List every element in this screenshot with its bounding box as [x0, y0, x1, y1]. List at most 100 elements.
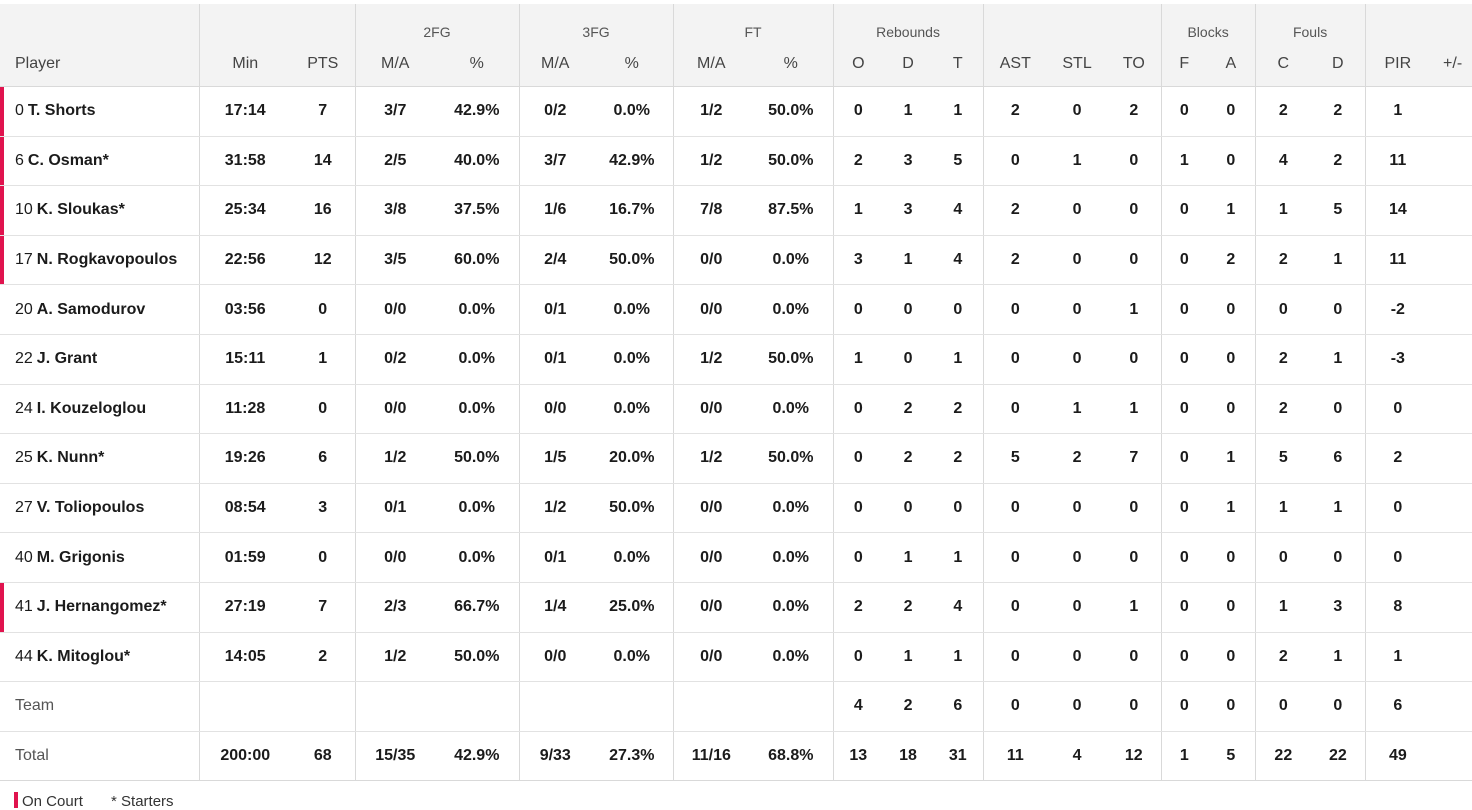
col-header-foul-d[interactable]: D	[1311, 42, 1366, 87]
header-group-blank	[199, 4, 356, 42]
stat-2fg-pct: 0.0%	[435, 532, 520, 583]
player-name-link[interactable]: K. Nunn*	[36, 449, 105, 467]
stat-blk-f: 0	[1161, 681, 1208, 732]
stat-2fg-ma: 2/3	[355, 582, 435, 633]
player-cell[interactable]: 10 K. Sloukas*	[0, 185, 200, 236]
table-row[interactable]: 27 V. Toliopoulos 08:54 3 0/1 0.0% 1/2 50.0% 0/0…	[0, 483, 1472, 534]
player-name-link[interactable]: K. Mitoglou*	[36, 647, 131, 665]
player-name-link[interactable]: A. Samodurov	[36, 300, 146, 318]
col-header-player[interactable]: Player	[0, 42, 200, 87]
col-header-to[interactable]: TO	[1107, 42, 1162, 87]
stat-ast: 0	[983, 483, 1048, 534]
player-name-link[interactable]: C. Osman*	[27, 151, 109, 169]
player-name-link[interactable]: T. Shorts	[27, 102, 96, 120]
total-row: Total 200:00 68 15/35 42.9% 9/33 27.3% 11/16 68.…	[0, 731, 1472, 782]
player-cell[interactable]: 17 N. Rogkavopoulos	[0, 235, 200, 286]
player-name-link[interactable]: N. Rogkavopoulos	[36, 251, 178, 269]
table-row[interactable]: 17 N. Rogkavopoulos 22:56 12 3/5 60.0% 2/4 50.0…	[0, 235, 1472, 286]
player-cell[interactable]: 20 A. Samodurov	[0, 284, 200, 335]
table-row[interactable]: 44 K. Mitoglou* 14:05 2 1/2 50.0% 0/0 0.0% 0/0 0.…	[0, 632, 1472, 683]
stat-min: 08:54	[199, 483, 291, 534]
table-row[interactable]: 25 K. Nunn* 19:26 6 1/2 50.0% 1/5 20.0% 1/2 50.0%…	[0, 433, 1472, 484]
col-header-pir[interactable]: PIR	[1365, 42, 1431, 87]
stat-reb-o: 0	[833, 483, 884, 534]
header-group-row: 2FG 3FG FT Rebounds Blocks Fouls	[0, 4, 1472, 42]
player-cell[interactable]: 40 M. Grigonis	[0, 532, 200, 583]
player-name-link[interactable]: K. Sloukas*	[36, 201, 125, 219]
player-cell[interactable]: 27 V. Toliopoulos	[0, 483, 200, 534]
player-cell[interactable]: 24 I. Kouzeloglou	[0, 384, 200, 435]
player-cell[interactable]: 6 C. Osman*	[0, 136, 200, 187]
stat-ast: 5	[983, 433, 1048, 484]
stat-ft-pct: 0.0%	[749, 384, 834, 435]
stat-2fg-ma: 2/5	[355, 136, 435, 187]
col-header-3fg-ma[interactable]: M/A	[519, 42, 592, 87]
stat-3fg-pct: 20.0%	[591, 433, 674, 484]
stat-reb-t: 4	[933, 582, 984, 633]
player-name-link[interactable]: V. Toliopoulos	[36, 499, 145, 517]
stat-3fg-ma: 0/0	[519, 384, 592, 435]
table-row[interactable]: 22 J. Grant 15:11 1 0/2 0.0% 0/1 0.0% 1/2 50.0% 1 0…	[0, 334, 1472, 385]
col-header-stl[interactable]: STL	[1047, 42, 1108, 87]
col-header-blk-f[interactable]: F	[1161, 42, 1208, 87]
col-header-ft-pct[interactable]: %	[749, 42, 834, 87]
stat-min: 14:05	[199, 632, 291, 683]
col-header-3fg-pct[interactable]: %	[591, 42, 674, 87]
stat-ft-pct: 0.0%	[749, 284, 834, 335]
stat-foul-c: 2	[1255, 86, 1312, 137]
player-number: 25	[15, 449, 33, 467]
table-row[interactable]: 6 C. Osman* 31:58 14 2/5 40.0% 3/7 42.9% 1/2 50.0…	[0, 136, 1472, 187]
stat-foul-d: 1	[1311, 334, 1366, 385]
stat-to: 0	[1107, 632, 1162, 683]
col-header-pts[interactable]: PTS	[291, 42, 356, 87]
player-cell[interactable]: 22 J. Grant	[0, 334, 200, 385]
stat-stl: 0	[1047, 86, 1108, 137]
stat-ft-ma: 7/8	[673, 185, 750, 236]
col-header-ast[interactable]: AST	[983, 42, 1048, 87]
legend: On Court * Starters	[14, 792, 174, 810]
col-header-plus-minus[interactable]: +/-	[1430, 42, 1472, 87]
stat-ft-ma: 0/0	[673, 235, 750, 286]
player-cell[interactable]: 25 K. Nunn*	[0, 433, 200, 484]
stat-stl: 0	[1047, 483, 1108, 534]
table-row[interactable]: 10 K. Sloukas* 25:34 16 3/8 37.5% 1/6 16.7% 7/8 8…	[0, 185, 1472, 236]
col-header-reb-o[interactable]: O	[833, 42, 884, 87]
stat-ft-pct: 87.5%	[749, 185, 834, 236]
stat-stl: 0	[1047, 582, 1108, 633]
table-row[interactable]: 0 T. Shorts 17:14 7 3/7 42.9% 0/2 0.0% 1/2 50.0% 0…	[0, 86, 1472, 137]
stat-foul-c: 1	[1255, 582, 1312, 633]
col-header-foul-c[interactable]: C	[1255, 42, 1312, 87]
stat-pir: 1	[1365, 632, 1431, 683]
table-row[interactable]: 20 A. Samodurov 03:56 0 0/0 0.0% 0/1 0.0% 0/0 0.0…	[0, 284, 1472, 335]
col-header-blk-a[interactable]: A	[1207, 42, 1256, 87]
col-header-ft-ma[interactable]: M/A	[673, 42, 750, 87]
stat-ast: 0	[983, 136, 1048, 187]
col-header-min[interactable]: Min	[199, 42, 291, 87]
table-row[interactable]: 24 I. Kouzeloglou 11:28 0 0/0 0.0% 0/0 0.0% 0/0 0…	[0, 384, 1472, 435]
player-cell[interactable]: 41 J. Hernangomez*	[0, 582, 200, 633]
player-name-link[interactable]: I. Kouzeloglou	[36, 399, 147, 417]
stat-foul-d: 2	[1311, 86, 1366, 137]
col-header-reb-d[interactable]: D	[883, 42, 934, 87]
col-header-2fg-ma[interactable]: M/A	[355, 42, 435, 87]
player-cell[interactable]: 0 T. Shorts	[0, 86, 200, 137]
player-name-link[interactable]: J. Hernangomez*	[36, 598, 167, 616]
stat-pir: 6	[1365, 681, 1431, 732]
player-name-link[interactable]: J. Grant	[36, 350, 98, 368]
player-name-link[interactable]: M. Grigonis	[36, 548, 125, 566]
stat-to: 1	[1107, 284, 1162, 335]
player-number: 17	[15, 251, 33, 269]
table-row[interactable]: 41 J. Hernangomez* 27:19 7 2/3 66.7% 1/4 25.0% 0…	[0, 582, 1472, 633]
stat-stl: 0	[1047, 235, 1108, 286]
stat-reb-o: 0	[833, 384, 884, 435]
player-cell[interactable]: 44 K. Mitoglou*	[0, 632, 200, 683]
stat-2fg-ma: 0/1	[355, 483, 435, 534]
col-header-reb-t[interactable]: T	[933, 42, 984, 87]
col-header-2fg-pct[interactable]: %	[435, 42, 520, 87]
table-row[interactable]: 40 M. Grigonis 01:59 0 0/0 0.0% 0/1 0.0% 0/0 0.0%…	[0, 532, 1472, 583]
stat-foul-d: 0	[1311, 681, 1366, 732]
player-number: 6	[15, 151, 24, 169]
stat-stl: 1	[1047, 136, 1108, 187]
stat-foul-c: 0	[1255, 681, 1312, 732]
stat-pts: 1	[291, 334, 356, 385]
